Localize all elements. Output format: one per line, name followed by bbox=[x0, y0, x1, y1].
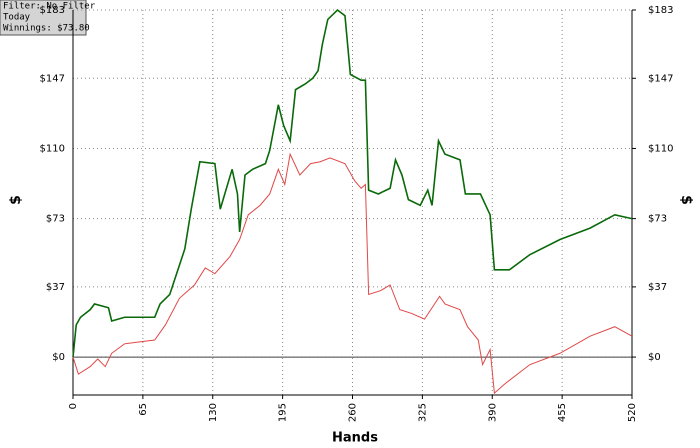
y2-axis-label: $ bbox=[678, 195, 694, 205]
info-line: Winnings: $73.80 bbox=[3, 24, 90, 34]
x-tick-label: 195 bbox=[278, 403, 289, 422]
x-tick-label: 390 bbox=[487, 403, 498, 422]
x-tick-label: 455 bbox=[557, 403, 568, 422]
x-tick-label: 520 bbox=[627, 403, 638, 422]
x-tick-label: 260 bbox=[348, 403, 359, 422]
x-tick-label: 65 bbox=[138, 403, 149, 416]
info-box: Filter: No Filter Today Winnings: $73.80 bbox=[0, 0, 96, 36]
info-box-bg bbox=[0, 0, 87, 36]
series-line bbox=[72, 152, 633, 395]
y-axis-label: $ bbox=[8, 195, 24, 205]
y-tick-label: $110 bbox=[40, 143, 65, 154]
x-tick-label: 325 bbox=[417, 403, 428, 422]
x-axis-label: Hands bbox=[332, 431, 378, 446]
series-line bbox=[72, 8, 633, 358]
y-tick-label: $0 bbox=[52, 352, 65, 363]
y2-tick-label: $37 bbox=[648, 282, 667, 293]
y-tick-label: $73 bbox=[46, 214, 65, 225]
y2-tick-label: $0 bbox=[648, 352, 661, 363]
y2-tick-label: $147 bbox=[648, 73, 673, 84]
x-tick-label: 130 bbox=[208, 403, 219, 422]
y2-tick-label: $183 bbox=[648, 5, 673, 16]
y2-tick-label: $73 bbox=[648, 214, 667, 225]
x-tick-label: 0 bbox=[68, 403, 79, 409]
y2-tick-label: $110 bbox=[648, 143, 673, 154]
y-tick-label: $37 bbox=[46, 282, 65, 293]
y-tick-label: $183 bbox=[40, 5, 65, 16]
y-tick-label: $147 bbox=[40, 73, 65, 84]
info-line: Filter: No Filter bbox=[3, 2, 96, 12]
info-line: Today bbox=[3, 13, 31, 23]
